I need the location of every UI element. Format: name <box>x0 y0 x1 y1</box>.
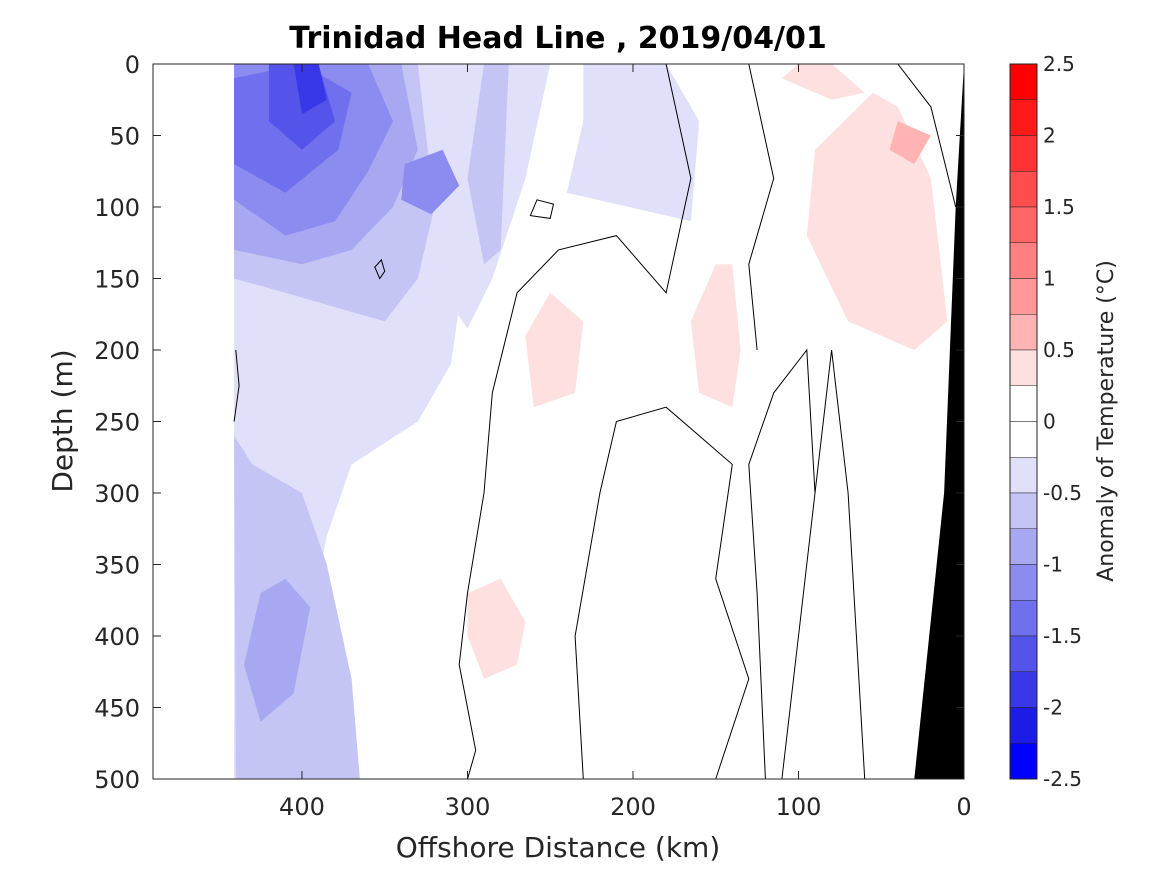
x-tick-label: 300 <box>445 793 491 821</box>
y-tick-label: 450 <box>94 695 140 723</box>
colorbar-tick-label: -2 <box>1043 696 1063 720</box>
y-axis-ticks: 0 50 100 150 200 250 300 350 400 450 500 <box>94 51 964 794</box>
colorbar-swatch-18 <box>1009 707 1038 744</box>
colorbar: 2.5 2 1.5 1 0.5 0 -0.5 -1 -1.5 -2 -2.5 <box>1009 52 1082 791</box>
anomaly-region-17 <box>467 578 526 679</box>
colorbar-swatch-4 <box>1009 206 1038 243</box>
colorbar-tick-label: -2.5 <box>1043 767 1082 791</box>
y-tick-label: 150 <box>94 266 140 294</box>
colorbar-frame <box>1009 63 1038 780</box>
anomaly-region-7 <box>244 578 311 722</box>
y-tick-label: 100 <box>94 194 140 222</box>
colorbar-swatch-5 <box>1009 242 1038 279</box>
anomaly-region-5 <box>467 64 509 265</box>
colorbar-tick-label: 1.5 <box>1043 195 1075 219</box>
colorbar-swatch-8 <box>1009 349 1038 386</box>
colorbar-swatch-11 <box>1009 457 1038 494</box>
colorbar-tick-label: -0.5 <box>1043 481 1082 505</box>
y-tick-label: 400 <box>94 623 140 651</box>
colorbar-swatch-13 <box>1009 528 1038 565</box>
bathymetry-fill <box>914 64 964 779</box>
x-tick-label: 100 <box>776 793 822 821</box>
colorbar-swatch-17 <box>1009 671 1038 708</box>
colorbar-swatch-0 <box>1009 63 1038 100</box>
y-axis-label: Depth (m) <box>46 349 79 492</box>
colorbar-tick-label: -1.5 <box>1043 624 1082 648</box>
anomaly-region-12 <box>293 64 327 115</box>
colorbar-tick-label: 2.5 <box>1043 52 1075 76</box>
anomaly-regions <box>234 64 948 779</box>
colorbar-swatch-14 <box>1009 564 1038 601</box>
zero-contour-7 <box>374 258 386 280</box>
x-tick-label: 0 <box>956 793 971 821</box>
colorbar-swatch-6 <box>1009 278 1038 315</box>
colorbar-tick-label: -1 <box>1043 553 1063 577</box>
anomaly-region-16 <box>525 292 584 408</box>
colorbar-swatch-15 <box>1009 600 1038 637</box>
x-axis-label: Offshore Distance (km) <box>396 831 721 864</box>
zero-contour-4 <box>748 348 816 779</box>
colorbar-tick-label: 0.5 <box>1043 338 1075 362</box>
y-tick-label: 350 <box>94 552 140 580</box>
anomaly-region-9 <box>401 149 460 215</box>
zero-contour-1 <box>748 64 775 351</box>
zero-contour-0 <box>458 64 692 779</box>
colorbar-swatch-10 <box>1009 421 1038 458</box>
anomaly-region-13 <box>781 64 865 100</box>
colorbar-swatch-19 <box>1009 743 1038 780</box>
x-axis-ticks: 400 300 200 100 0 <box>279 64 972 821</box>
y-tick-label: 200 <box>94 337 140 365</box>
plot-area <box>153 64 964 779</box>
colorbar-swatch-3 <box>1009 171 1038 208</box>
colorbar-swatch-2 <box>1009 135 1038 172</box>
colorbar-label: Anomaly of Temperature (°C) <box>1094 260 1119 582</box>
y-tick-label: 0 <box>125 51 140 79</box>
colorbar-swatch-1 <box>1009 99 1038 136</box>
colorbar-swatch-7 <box>1009 314 1038 351</box>
x-tick-label: 400 <box>279 793 325 821</box>
colorbar-swatch-9 <box>1009 385 1038 422</box>
y-tick-label: 250 <box>94 409 140 437</box>
chart-title: Trinidad Head Line , 2019/04/01 <box>289 21 826 56</box>
colorbar-tick-label: 2 <box>1043 124 1056 148</box>
y-tick-label: 300 <box>94 480 140 508</box>
colorbar-swatch-16 <box>1009 635 1038 672</box>
anomaly-region-18 <box>889 121 931 165</box>
colorbar-swatch-12 <box>1009 492 1038 529</box>
colorbar-tick-label: 0 <box>1043 410 1056 434</box>
zero-contour-5 <box>814 349 866 779</box>
zero-contours <box>233 64 957 779</box>
y-tick-label: 50 <box>109 123 140 151</box>
zero-contour-3 <box>574 406 750 779</box>
y-tick-label: 500 <box>94 766 140 794</box>
anomaly-region-15 <box>690 264 741 408</box>
x-tick-label: 200 <box>610 793 656 821</box>
zero-contour-8 <box>233 349 240 422</box>
zero-contour-2 <box>897 64 957 208</box>
zero-contour-6 <box>529 199 555 219</box>
anomaly-region-2 <box>566 64 700 222</box>
colorbar-tick-label: 1 <box>1043 267 1056 291</box>
